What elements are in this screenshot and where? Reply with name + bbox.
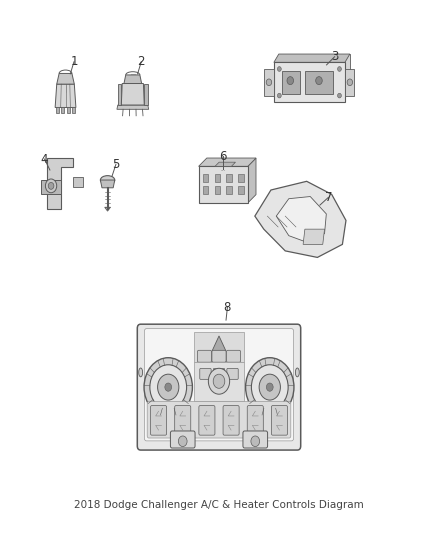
- FancyBboxPatch shape: [170, 431, 195, 448]
- Circle shape: [208, 368, 230, 394]
- Polygon shape: [303, 229, 325, 244]
- Polygon shape: [57, 74, 74, 84]
- Text: 5: 5: [112, 158, 120, 171]
- Circle shape: [158, 374, 179, 400]
- Polygon shape: [194, 362, 244, 401]
- Text: 1: 1: [70, 55, 78, 68]
- Polygon shape: [55, 84, 76, 108]
- FancyBboxPatch shape: [247, 406, 263, 435]
- Circle shape: [213, 374, 225, 389]
- FancyBboxPatch shape: [198, 350, 212, 362]
- FancyBboxPatch shape: [200, 368, 211, 379]
- FancyBboxPatch shape: [223, 406, 239, 435]
- Text: 2018 Dodge Challenger A/C & Heater Controls Diagram: 2018 Dodge Challenger A/C & Heater Contr…: [74, 499, 364, 510]
- Circle shape: [251, 436, 260, 447]
- FancyBboxPatch shape: [151, 406, 166, 435]
- Polygon shape: [118, 84, 121, 105]
- Bar: [203, 174, 208, 182]
- Circle shape: [46, 179, 57, 193]
- Polygon shape: [72, 108, 75, 114]
- FancyBboxPatch shape: [226, 350, 240, 362]
- Polygon shape: [144, 84, 148, 105]
- Polygon shape: [124, 75, 141, 84]
- Circle shape: [287, 77, 293, 85]
- Text: 7: 7: [325, 191, 332, 204]
- Circle shape: [150, 365, 187, 409]
- Circle shape: [178, 436, 187, 447]
- Circle shape: [266, 79, 272, 86]
- Polygon shape: [198, 166, 248, 203]
- FancyBboxPatch shape: [137, 324, 301, 450]
- Polygon shape: [41, 180, 61, 195]
- Circle shape: [144, 358, 192, 417]
- Text: 4: 4: [41, 152, 48, 166]
- Circle shape: [266, 383, 273, 391]
- Polygon shape: [143, 330, 299, 448]
- Polygon shape: [56, 108, 59, 114]
- FancyBboxPatch shape: [243, 431, 268, 448]
- Polygon shape: [73, 177, 83, 187]
- Bar: [215, 185, 220, 193]
- Circle shape: [48, 182, 54, 189]
- Circle shape: [246, 358, 294, 417]
- Polygon shape: [121, 84, 144, 105]
- FancyBboxPatch shape: [145, 329, 293, 441]
- Text: ---: ---: [221, 168, 226, 173]
- Ellipse shape: [100, 176, 115, 184]
- Polygon shape: [212, 336, 226, 351]
- Bar: [215, 174, 220, 182]
- Ellipse shape: [139, 368, 143, 377]
- Polygon shape: [67, 108, 70, 114]
- Polygon shape: [274, 62, 345, 102]
- Text: 2: 2: [138, 55, 145, 68]
- FancyBboxPatch shape: [147, 401, 291, 438]
- Polygon shape: [282, 71, 300, 94]
- Polygon shape: [305, 71, 332, 94]
- Polygon shape: [47, 158, 73, 209]
- Text: 3: 3: [331, 50, 338, 63]
- Circle shape: [277, 93, 281, 98]
- Polygon shape: [276, 197, 326, 242]
- Circle shape: [338, 93, 341, 98]
- Circle shape: [259, 374, 280, 400]
- Polygon shape: [255, 181, 346, 257]
- Polygon shape: [194, 333, 244, 362]
- Bar: [226, 174, 232, 182]
- Polygon shape: [198, 158, 256, 166]
- Polygon shape: [279, 54, 350, 94]
- Circle shape: [251, 365, 288, 409]
- FancyBboxPatch shape: [272, 406, 287, 435]
- Text: 6: 6: [219, 150, 227, 163]
- Circle shape: [277, 67, 281, 71]
- Polygon shape: [248, 158, 256, 203]
- FancyBboxPatch shape: [175, 406, 191, 435]
- Polygon shape: [100, 180, 115, 188]
- Bar: [238, 174, 244, 182]
- Bar: [238, 185, 244, 193]
- Polygon shape: [61, 108, 64, 114]
- Polygon shape: [345, 69, 354, 95]
- Polygon shape: [117, 105, 148, 109]
- Polygon shape: [274, 54, 350, 62]
- Circle shape: [347, 79, 353, 86]
- FancyBboxPatch shape: [227, 368, 238, 379]
- Polygon shape: [264, 69, 274, 95]
- Bar: [203, 185, 208, 193]
- Circle shape: [316, 77, 322, 85]
- FancyBboxPatch shape: [199, 406, 215, 435]
- Ellipse shape: [295, 368, 299, 377]
- FancyBboxPatch shape: [213, 368, 225, 379]
- Circle shape: [338, 67, 341, 71]
- Text: 8: 8: [224, 301, 231, 314]
- FancyBboxPatch shape: [212, 350, 226, 362]
- Polygon shape: [105, 207, 110, 211]
- Bar: [226, 185, 232, 193]
- Polygon shape: [215, 162, 236, 166]
- Circle shape: [165, 383, 172, 391]
